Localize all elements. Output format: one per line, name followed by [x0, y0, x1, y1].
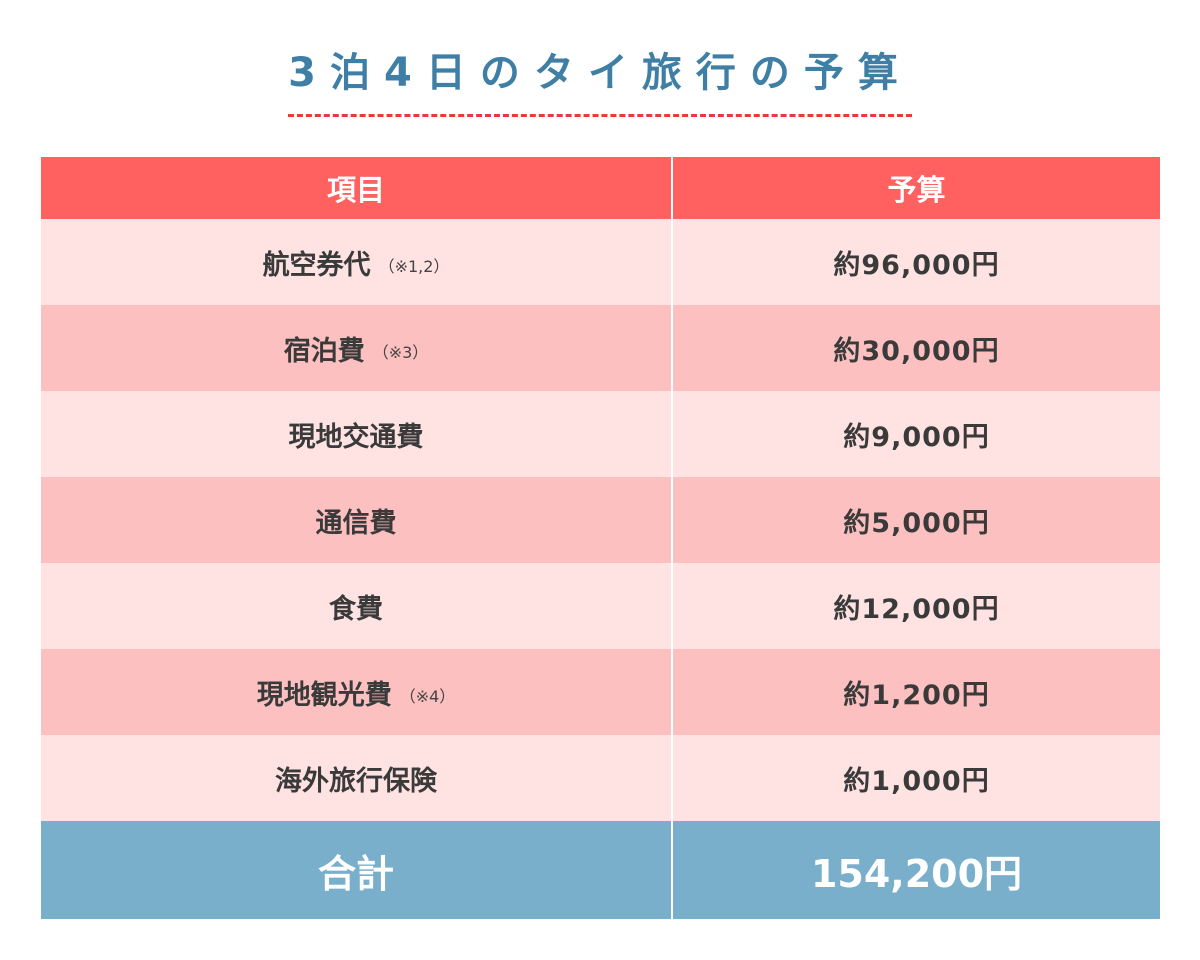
- budget-cell: 約96,000円: [673, 219, 1160, 305]
- budget-cell: 約12,000円: [673, 563, 1160, 649]
- budget-amount: 約30,000円: [833, 335, 1000, 367]
- header-item: 項目: [41, 157, 673, 219]
- table-row: 現地交通費 約9,000円: [41, 391, 1160, 477]
- item-label: 宿泊費: [283, 335, 365, 367]
- item-label: 現地観光費: [256, 679, 392, 711]
- table-row: 通信費 約5,000円: [41, 477, 1160, 563]
- item-cell: 現地観光費 （※4）: [41, 649, 673, 735]
- budget-amount: 約1,000円: [843, 765, 990, 797]
- item-cell: 通信費: [41, 477, 673, 563]
- budget-amount: 約12,000円: [833, 593, 1000, 625]
- table-row: 宿泊費 （※3） 約30,000円: [41, 305, 1160, 391]
- item-cell: 宿泊費 （※3）: [41, 305, 673, 391]
- budget-amount: 約9,000円: [843, 421, 990, 453]
- page-title: 3泊4日のタイ旅行の予算: [288, 42, 912, 117]
- total-value: 154,200円: [673, 821, 1160, 919]
- item-cell: 航空券代 （※1,2）: [41, 219, 673, 305]
- budget-cell: 約1,200円: [673, 649, 1160, 735]
- header-budget: 予算: [673, 157, 1160, 219]
- table-row: 航空券代 （※1,2） 約96,000円: [41, 219, 1160, 305]
- item-note: （※3）: [372, 343, 429, 362]
- item-label: 現地交通費: [288, 421, 424, 453]
- item-label: 航空券代: [262, 249, 371, 281]
- budget-cell: 約30,000円: [673, 305, 1160, 391]
- budget-cell: 約9,000円: [673, 391, 1160, 477]
- title-container: 3泊4日のタイ旅行の予算: [0, 42, 1200, 117]
- total-label: 合計: [41, 821, 673, 919]
- budget-amount: 約96,000円: [833, 249, 1000, 281]
- budget-amount: 約1,200円: [843, 679, 990, 711]
- item-note: （※1,2）: [378, 257, 450, 276]
- item-label: 食費: [329, 593, 383, 625]
- budget-table: 項目 予算 航空券代 （※1,2） 約96,000円 宿泊費 （※3） 約30,…: [41, 157, 1160, 919]
- item-cell: 海外旅行保険: [41, 735, 673, 821]
- table-total-row: 合計 154,200円: [41, 821, 1160, 919]
- item-note: （※4）: [399, 687, 456, 706]
- table-row: 食費 約12,000円: [41, 563, 1160, 649]
- table-row: 現地観光費 （※4） 約1,200円: [41, 649, 1160, 735]
- item-cell: 食費: [41, 563, 673, 649]
- item-label: 通信費: [315, 507, 397, 539]
- item-cell: 現地交通費: [41, 391, 673, 477]
- budget-cell: 約1,000円: [673, 735, 1160, 821]
- item-label: 海外旅行保険: [275, 765, 437, 797]
- table-row: 海外旅行保険 約1,000円: [41, 735, 1160, 821]
- table-header-row: 項目 予算: [41, 157, 1160, 219]
- budget-cell: 約5,000円: [673, 477, 1160, 563]
- budget-amount: 約5,000円: [843, 507, 990, 539]
